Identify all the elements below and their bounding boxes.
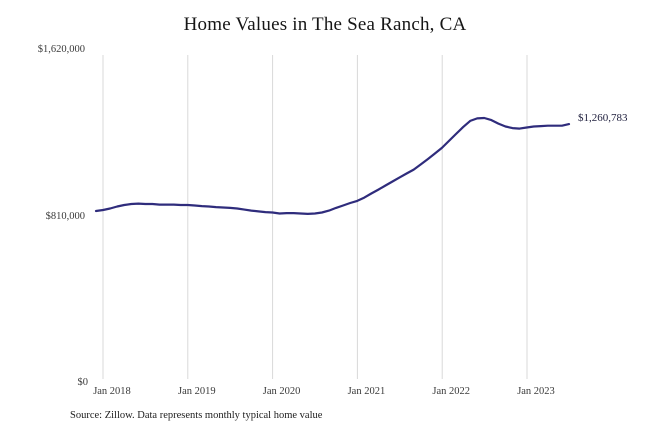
x-axis-label-2018: Jan 2018 xyxy=(93,386,131,397)
y-axis-label-middle: $810,000 xyxy=(45,211,85,222)
latest-value-label: $1,260,783 xyxy=(578,112,628,124)
x-axis-label-2021: Jan 2021 xyxy=(347,386,386,397)
x-axis-label-2019: Jan 2019 xyxy=(177,386,216,397)
home-value-line xyxy=(94,116,571,215)
source-note: Source: Zillow. Data represents monthly … xyxy=(70,410,323,421)
x-axis-label-2020: Jan 2020 xyxy=(262,386,301,397)
y-axis-label-top: $1,620,000 xyxy=(37,44,85,55)
x-axis-label-2023: Jan 2023 xyxy=(517,386,555,397)
vertical-gridlines xyxy=(102,55,528,379)
y-axis-label-zero: $0 xyxy=(77,377,89,388)
chart-title: Home Values in The Sea Ranch, CA xyxy=(183,14,467,35)
x-axis-label-2022: Jan 2022 xyxy=(432,386,470,397)
